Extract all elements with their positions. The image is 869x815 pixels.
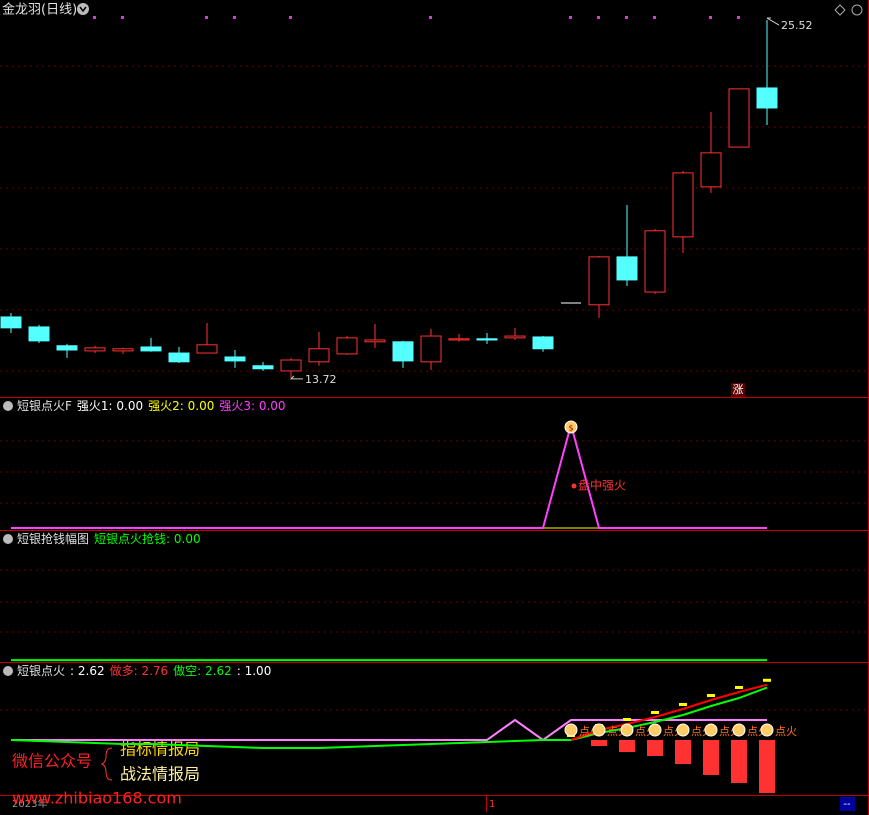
candle-body <box>644 230 666 293</box>
candle-body <box>112 348 134 352</box>
legend-entry: 强火2: 0.00 <box>148 399 214 413</box>
brace <box>100 747 113 781</box>
candle-body <box>336 337 358 355</box>
bar <box>619 740 635 752</box>
candle-body <box>588 256 610 306</box>
dropdown-arrow <box>79 6 87 13</box>
candle-body <box>252 365 274 370</box>
high-label: 25.52 <box>781 19 813 32</box>
candle-body <box>364 339 386 343</box>
legend-entry: 强火1: 0.00 <box>77 399 143 413</box>
candle-body <box>616 256 638 281</box>
candle-body <box>28 326 50 342</box>
diamond-icon[interactable] <box>834 4 846 16</box>
peak-marker <box>735 686 743 689</box>
peak-marker <box>623 718 631 721</box>
candle-body <box>728 88 750 148</box>
badge: 涨 <box>733 383 744 396</box>
candle-body <box>0 316 22 329</box>
legend-entry: 强火3: 0.00 <box>219 399 285 413</box>
legend-entry: : 1.00 <box>237 664 272 678</box>
panel-header: 短银抢钱幅图 短银点火抢钱: 0.00 <box>17 531 201 546</box>
candle-body <box>168 352 190 363</box>
money-bag: $ <box>564 420 578 434</box>
legend-entry: 做空: 2.62 <box>173 663 232 678</box>
series-line <box>11 420 767 529</box>
candle-body <box>140 346 162 352</box>
bar <box>647 740 663 756</box>
low-label: 13.72 <box>305 373 337 386</box>
money-bag <box>676 723 690 737</box>
candle-body <box>700 152 722 188</box>
settings-icon[interactable] <box>851 4 863 16</box>
money-bag <box>760 723 774 737</box>
candle-body <box>224 356 246 362</box>
money-bag <box>564 723 578 737</box>
legend-entry: : 2.62 <box>70 664 105 678</box>
wechat-label: 微信公众号 <box>12 752 92 771</box>
candle-body <box>392 341 414 362</box>
fire-label: 点火 <box>775 725 797 738</box>
watermark-line1: 指标情报局 <box>120 740 200 759</box>
bar <box>703 740 719 775</box>
bar <box>675 740 691 764</box>
bar <box>591 740 607 746</box>
grid <box>0 65 868 711</box>
panel-title: 短银抢钱幅图 <box>17 531 89 546</box>
candle-body <box>308 348 330 363</box>
annotation-dot <box>571 483 577 489</box>
candle-body <box>420 335 442 363</box>
candle-body <box>280 359 302 372</box>
bar <box>759 740 775 793</box>
peak-marker <box>679 703 687 706</box>
money-bag <box>620 723 634 737</box>
candle-body <box>448 338 470 341</box>
candle-body <box>756 87 778 109</box>
corner-label[interactable]: -- <box>843 799 851 810</box>
bar <box>731 740 747 783</box>
panel-title: 短银点火 <box>17 664 65 678</box>
money-bag <box>648 723 662 737</box>
candle-body <box>56 345 78 351</box>
svg-text:$: $ <box>568 424 573 433</box>
legend-entry: 做多: 2.76 <box>110 663 169 678</box>
panel-title: 短银点火F <box>17 399 72 413</box>
series-line <box>10 686 768 749</box>
panel-header: 短银点火F 强火1: 0.00 强火2: 0.00 强火3: 0.00 <box>17 399 286 413</box>
candle-body <box>532 336 554 350</box>
candle-body <box>476 338 498 341</box>
arrow <box>766 17 780 26</box>
money-bag <box>704 723 718 737</box>
stock-title: 金龙羽(日线) <box>2 2 77 18</box>
peak-marker <box>763 678 771 682</box>
watermark-line2: 战法情报局 <box>120 765 200 784</box>
money-bag <box>732 723 746 737</box>
panel-header: 短银点火 : 2.62 做多: 2.76 做空: 2.62 : 1.00 <box>17 663 271 678</box>
signal-dots <box>93 16 740 19</box>
year-label: 2023年 <box>12 797 47 810</box>
peak-marker <box>707 694 715 697</box>
candle-body <box>504 335 526 339</box>
annotation: 盘中强火 <box>578 478 626 493</box>
candle-body <box>196 344 218 354</box>
candle-body <box>672 172 694 238</box>
badge-bg <box>731 383 745 397</box>
arrow <box>289 375 303 380</box>
corner-box[interactable] <box>840 797 855 811</box>
legend-entry: 短银点火抢钱: 0.00 <box>94 531 201 546</box>
candle-body <box>84 347 106 352</box>
dropdown-icon[interactable] <box>77 3 89 15</box>
panel-icons <box>3 401 13 676</box>
peak-marker <box>651 711 659 714</box>
axis-marker: 1 <box>489 799 495 810</box>
watermark-url: www.zhibiao168.com <box>12 789 182 808</box>
money-bag <box>592 723 606 737</box>
